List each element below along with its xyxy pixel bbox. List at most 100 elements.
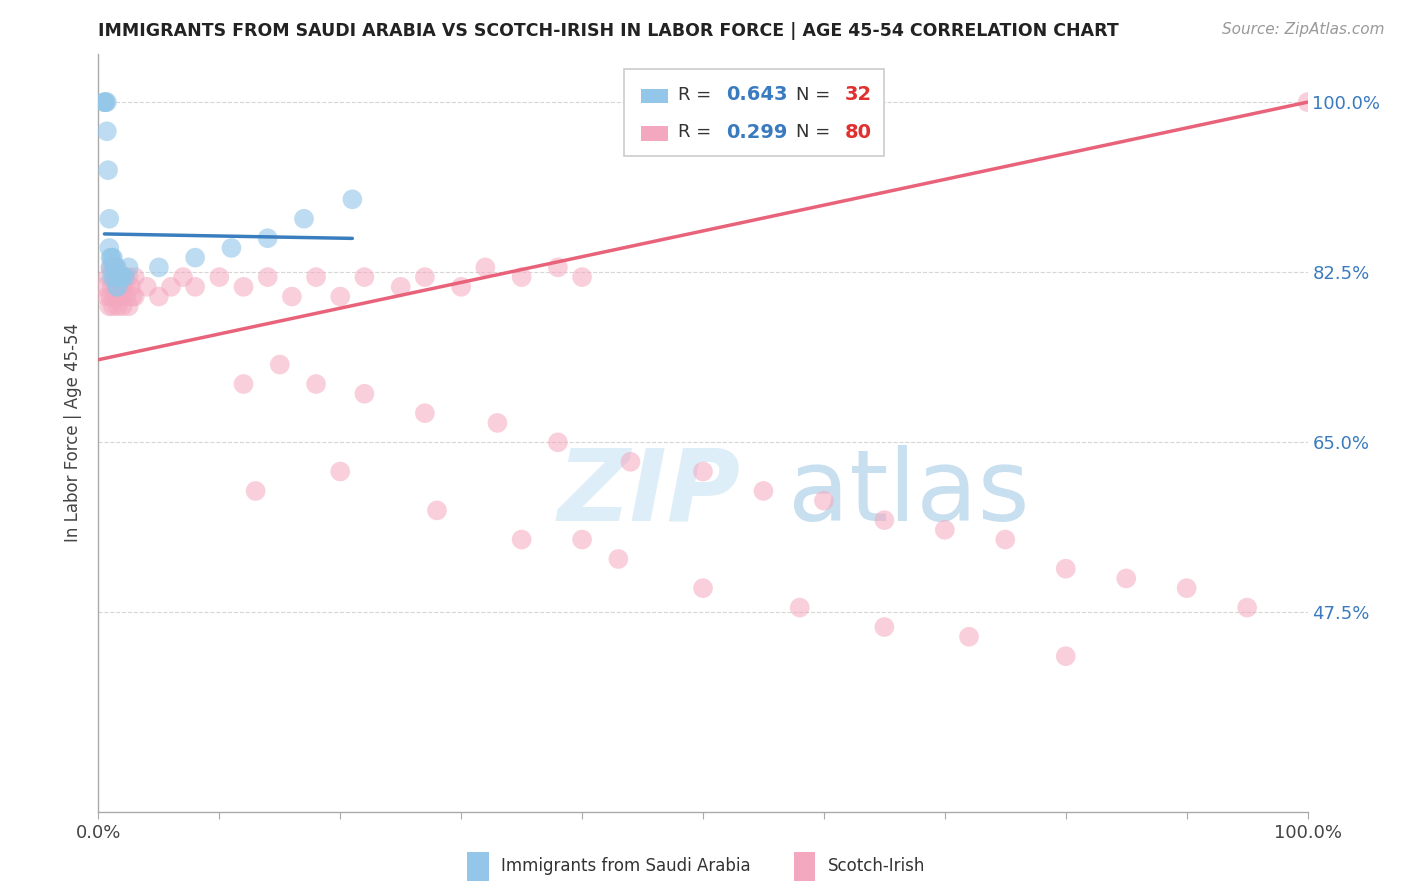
Point (256, 231, 278, 245)
Text: N =: N = (796, 123, 837, 141)
Point (752, 483, 775, 498)
Point (107, 280, 129, 294)
Point (96, 289, 118, 303)
Point (305, 270, 328, 285)
Point (111, 299, 134, 313)
Point (108, 270, 131, 285)
Point (101, 260, 124, 275)
Text: IMMIGRANTS FROM SAUDI ARABIA VS SCOTCH-IRISH IN LABOR FORCE | AGE 45-54 CORRELAT: IMMIGRANTS FROM SAUDI ARABIA VS SCOTCH-I… (98, 22, 1119, 40)
Point (692, 465, 714, 479)
Point (100, 260, 122, 275)
Text: N =: N = (796, 86, 837, 103)
Point (1236, 600, 1258, 615)
Point (98, 241, 121, 255)
Point (353, 270, 375, 285)
Point (1054, 562, 1077, 576)
Bar (793, 852, 815, 880)
Point (281, 289, 304, 303)
Point (96, 95, 118, 109)
Point (107, 270, 129, 285)
Point (114, 270, 136, 285)
Point (329, 289, 352, 303)
Point (103, 270, 125, 285)
Point (789, 600, 811, 615)
Point (93, 95, 115, 109)
Point (108, 289, 131, 303)
Point (100, 251, 122, 265)
Point (124, 270, 146, 285)
Bar (624, 69, 884, 156)
Point (115, 289, 138, 303)
Point (486, 416, 509, 430)
Point (957, 630, 980, 644)
Point (342, 192, 364, 206)
Point (413, 270, 436, 285)
Point (873, 513, 896, 527)
Point (305, 377, 328, 392)
Point (105, 260, 128, 275)
Point (413, 406, 436, 420)
Point (97, 163, 120, 178)
Point (692, 581, 714, 595)
Text: 80: 80 (845, 123, 872, 142)
Point (94, 95, 117, 109)
Point (104, 270, 127, 285)
Point (389, 280, 412, 294)
Text: Source: ZipAtlas.com: Source: ZipAtlas.com (1222, 22, 1385, 37)
Text: R =: R = (678, 123, 717, 141)
Point (1175, 581, 1198, 595)
Text: R =: R = (678, 86, 717, 103)
Point (111, 270, 134, 285)
Point (103, 289, 125, 303)
Point (269, 358, 291, 372)
Point (292, 211, 315, 226)
Bar (641, 89, 668, 103)
Point (1054, 649, 1077, 664)
Point (135, 280, 157, 294)
Point (105, 280, 128, 294)
Point (105, 260, 128, 275)
Text: 0.643: 0.643 (725, 86, 787, 104)
Point (108, 270, 131, 285)
Point (124, 289, 146, 303)
Point (93, 280, 115, 294)
Text: Immigrants from Saudi Arabia: Immigrants from Saudi Arabia (501, 857, 751, 875)
Text: 32: 32 (845, 86, 872, 104)
Point (114, 270, 136, 285)
Point (245, 483, 267, 498)
Point (184, 280, 207, 294)
Point (256, 270, 278, 285)
Text: 0.299: 0.299 (725, 123, 787, 142)
Point (450, 280, 472, 294)
Point (184, 251, 207, 265)
Point (118, 260, 141, 275)
Point (474, 260, 496, 275)
Point (98, 211, 121, 226)
Point (100, 289, 122, 303)
Text: Scotch-Irish: Scotch-Irish (828, 857, 925, 875)
Bar (467, 852, 489, 880)
Point (100, 270, 122, 285)
Point (107, 299, 129, 313)
Point (107, 280, 129, 294)
Point (208, 270, 231, 285)
Point (112, 280, 135, 294)
Point (547, 435, 569, 450)
Point (103, 270, 125, 285)
Text: ZIP: ZIP (558, 445, 741, 541)
Point (104, 260, 127, 275)
Point (994, 533, 1017, 547)
Point (103, 260, 125, 275)
Point (110, 280, 132, 294)
Point (101, 299, 124, 313)
Point (232, 280, 254, 294)
Point (547, 260, 569, 275)
Point (101, 251, 124, 265)
Point (121, 289, 143, 303)
Point (93, 95, 115, 109)
Point (148, 260, 170, 275)
Point (571, 270, 593, 285)
Point (510, 533, 533, 547)
Point (160, 280, 183, 294)
Point (110, 270, 132, 285)
